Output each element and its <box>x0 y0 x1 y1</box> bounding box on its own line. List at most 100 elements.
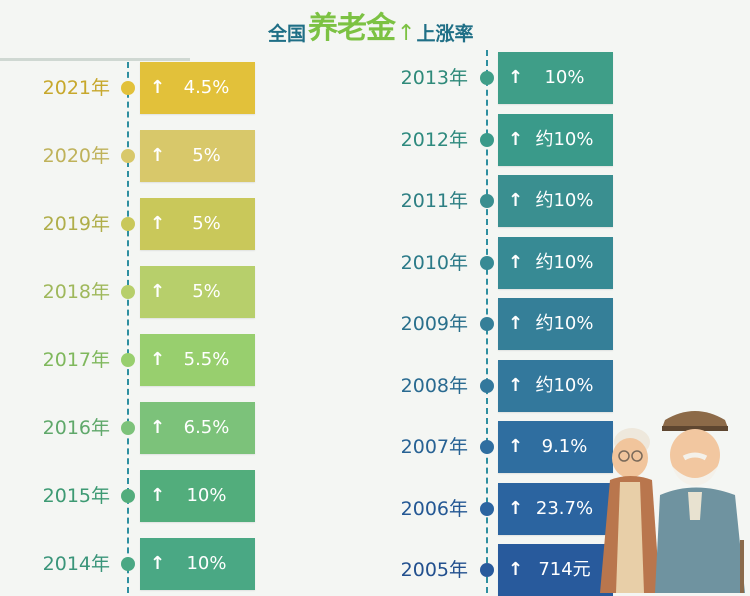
year-label: 2014年 <box>42 553 110 575</box>
timeline-dot <box>121 557 135 571</box>
timeline-left <box>127 62 129 593</box>
rate-value: 10% <box>186 553 227 574</box>
timeline-dot <box>480 563 494 577</box>
timeline-row: 2015年 ↑ 10% <box>0 470 750 522</box>
rate-value: 5.5% <box>183 349 230 370</box>
rate-value: 23.7% <box>535 497 594 519</box>
rate-bar: ↑ 4.5% <box>140 62 255 114</box>
year-label: 2016年 <box>42 417 110 439</box>
rate-bar: ↑ 约10% <box>498 175 613 227</box>
rate-value: 10% <box>544 67 585 88</box>
rate-bar: ↑ 5% <box>140 266 255 318</box>
rate-value: 5% <box>192 213 221 234</box>
rate-value: 6.5% <box>183 417 230 438</box>
up-arrow-icon: ↑ <box>150 417 166 438</box>
timeline-row: 2020年 ↑ 5% <box>0 130 750 182</box>
rate-bar: ↑ 约10% <box>498 298 613 350</box>
timeline-row: 2014年 ↑ 10% <box>0 538 750 590</box>
year-label: 2005年 <box>400 559 468 581</box>
rate-bar: ↑ 6.5% <box>140 402 255 454</box>
timeline-row: 2013年 ↑ 10% <box>0 52 750 104</box>
timeline-dot <box>480 132 494 147</box>
chart-title: 全国 养老金 ↑ 上涨率 <box>268 8 473 48</box>
rate-bar: ↑ 5.5% <box>140 334 255 386</box>
title-part-2: 养老金 <box>308 11 396 46</box>
rate-bar: ↑ 约10% <box>498 359 613 412</box>
up-arrow-icon: ↑ <box>150 77 166 98</box>
up-arrow-icon: ↑ <box>508 559 524 580</box>
rate-value: 5% <box>192 281 221 302</box>
timeline-dot <box>480 378 494 393</box>
rate-value: 4.5% <box>183 77 230 98</box>
rate-value: 5% <box>192 145 221 166</box>
rate-value: 714元 <box>538 559 591 580</box>
up-arrow-icon: ↑ <box>150 485 166 506</box>
up-arrow-icon: ↑ <box>508 497 524 519</box>
timeline-row: 2009年 ↑ 约10% <box>0 298 750 350</box>
up-arrow-icon: ↑ <box>508 436 524 457</box>
rate-value: 约10% <box>535 374 594 396</box>
title-part-3: 上涨率 <box>416 23 474 45</box>
year-label: 2021年 <box>42 77 110 99</box>
rate-bar: ↑ 714元 <box>498 544 613 596</box>
timeline-dot <box>121 217 135 231</box>
year-label: 2010年 <box>400 251 468 274</box>
timeline-dot <box>480 440 494 454</box>
up-arrow-icon: ↑ <box>508 251 524 273</box>
rate-bar: ↑ 10% <box>498 52 613 104</box>
year-label: 2020年 <box>42 145 110 167</box>
timeline-dot <box>121 489 135 503</box>
timeline-row: 2010年 ↑ 约10% <box>0 236 750 289</box>
rate-value: 约10% <box>535 251 594 273</box>
timeline-row: 2021年 ↑ 4.5% <box>0 62 750 114</box>
rate-bar: ↑ 5% <box>140 198 255 250</box>
timeline-dot <box>121 285 135 299</box>
up-arrow-icon: ↑ <box>508 67 524 88</box>
timeline-row: 2019年 ↑ 5% <box>0 198 750 250</box>
decorative-top-bar <box>0 58 190 61</box>
timeline-dot <box>480 71 494 85</box>
timeline-dot <box>480 317 494 331</box>
year-label: 2018年 <box>42 281 110 303</box>
up-arrow-icon: ↑ <box>150 145 166 166</box>
year-label: 2015年 <box>42 485 110 507</box>
timeline-dot <box>480 194 494 208</box>
up-arrow-icon: ↑ <box>508 374 524 396</box>
rate-bar: ↑ 约10% <box>498 113 613 166</box>
timeline-row: 2006年 ↑ 23.7% <box>0 482 750 535</box>
rate-bar: ↑ 23.7% <box>498 482 613 535</box>
title-up-arrow-icon: ↑ <box>397 21 416 46</box>
timeline-row: 2008年 ↑ 约10% <box>0 359 750 412</box>
rate-bar: ↑ 9.1% <box>498 421 613 473</box>
timeline-dot <box>121 421 135 435</box>
timeline-dot <box>121 81 135 95</box>
up-arrow-icon: ↑ <box>150 213 166 234</box>
title-part-1: 全国 <box>268 23 307 45</box>
timeline-dot <box>121 353 135 367</box>
up-arrow-icon: ↑ <box>508 313 524 334</box>
timeline-row: 2007年 ↑ 9.1% <box>0 421 750 473</box>
rate-bar: ↑ 10% <box>140 538 255 590</box>
year-label: 2006年 <box>400 497 468 520</box>
timeline-row: 2012年 ↑ 约10% <box>0 113 750 166</box>
rate-value: 9.1% <box>541 436 588 457</box>
timeline-dot <box>480 255 494 270</box>
rate-bar: ↑ 约10% <box>498 236 613 289</box>
rate-value: 约10% <box>535 128 594 150</box>
rate-value: 10% <box>186 485 227 506</box>
year-label: 2007年 <box>400 436 468 458</box>
timeline-row: 2005年 ↑ 714元 <box>0 544 750 596</box>
timeline-row: 2017年 ↑ 5.5% <box>0 334 750 386</box>
rate-bar: ↑ 5% <box>140 130 255 182</box>
up-arrow-icon: ↑ <box>508 128 524 150</box>
year-label: 2019年 <box>42 213 110 235</box>
up-arrow-icon: ↑ <box>150 553 166 574</box>
rate-value: 约10% <box>535 190 594 211</box>
timeline-dot <box>480 501 494 516</box>
year-label: 2011年 <box>400 190 468 212</box>
year-label: 2012年 <box>400 128 468 151</box>
year-label: 2017年 <box>42 349 110 371</box>
up-arrow-icon: ↑ <box>150 281 166 302</box>
elderly-couple-illustration <box>600 411 745 593</box>
rate-bar: ↑ 10% <box>140 470 255 522</box>
